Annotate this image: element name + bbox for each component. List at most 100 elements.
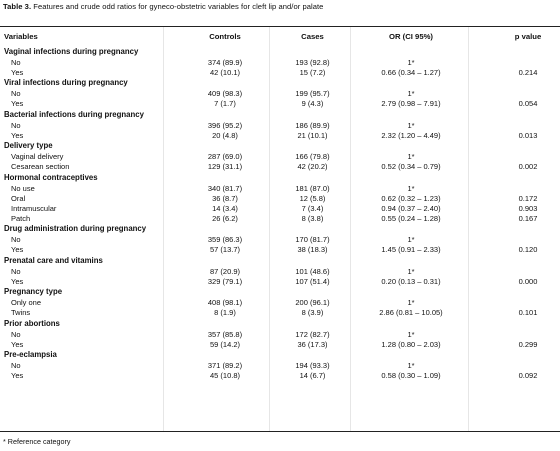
cases-cell: 101 (48.6) <box>295 266 330 276</box>
table-caption: Table 3. Features and crude odd ratios f… <box>3 2 323 11</box>
controls-cell: 129 (31.1) <box>207 162 243 171</box>
table-row: Patch 26 (6.2) 8 (3.8) 0.55 (0.24 – 1.28) 0.… <box>0 214 560 224</box>
group-header-row: Hormonal contraceptives <box>0 172 560 184</box>
controls-cell: 59 (14.2) <box>209 339 241 349</box>
cases-cell: 21 (10.1) <box>297 130 328 140</box>
cases-cell: 200 (96.1) <box>295 298 330 307</box>
caption-text: Features and crude odd ratios for gyneco… <box>31 2 324 11</box>
table-row: Twins 8 (1.9) 8 (3.9) 2.86 (0.81 – 10.05) 0.… <box>0 308 560 318</box>
p-value-cell <box>468 184 560 194</box>
row-label: Yes <box>11 276 24 286</box>
table-row: No 409 (98.3) 199 (95.7) 1* <box>0 89 560 99</box>
cases-cell: 193 (92.8) <box>295 57 330 67</box>
column-divider <box>163 27 164 431</box>
odds-ratio-cell: 1* <box>407 298 415 307</box>
column-divider <box>269 27 270 431</box>
p-value-cell: 0.214 <box>518 67 538 77</box>
controls-cell: 359 (86.3) <box>207 235 243 244</box>
p-value-cell: 0.120 <box>518 245 538 254</box>
p-value-cell: 0.903 <box>518 203 538 213</box>
p-value-cell: 0.002 <box>518 162 538 171</box>
row-label: Yes <box>11 67 24 77</box>
odds-ratio-cell: 1* <box>407 183 415 193</box>
table-row: Cesarean section 129 (31.1) 42 (20.2) 0.52 … <box>0 162 560 172</box>
odds-ratio-cell: 2.86 (0.81 – 10.05) <box>379 308 443 317</box>
cases-cell: 172 (82.7) <box>295 329 330 339</box>
group-title: Pre-eclampsia <box>4 350 57 360</box>
group-title: Bacterial infections during pregnancy <box>4 109 144 119</box>
p-value-cell: 0.172 <box>518 193 538 203</box>
row-label: Vaginal delivery <box>11 152 64 161</box>
odds-ratio-cell: 1* <box>407 329 415 339</box>
table-row: Yes 57 (13.7) 38 (18.3) 1.45 (0.91 – 2.33) 0… <box>0 245 560 255</box>
odds-ratio-cell: 0.66 (0.34 – 1.27) <box>381 67 441 77</box>
controls-cell: 42 (10.1) <box>209 67 241 77</box>
group-title: Delivery type <box>4 141 53 151</box>
table-row: Intramuscular 14 (3.4) 7 (3.4) 0.94 (0.37 –… <box>0 204 560 214</box>
controls-cell: 357 (85.8) <box>207 329 243 339</box>
cases-cell: 170 (81.7) <box>295 235 330 244</box>
p-value-cell <box>468 58 560 68</box>
row-label: No <box>11 120 21 130</box>
table-row: Yes 45 (10.8) 14 (6.7) 0.58 (0.30 – 1.09) 0.… <box>0 371 560 381</box>
column-divider <box>468 27 469 431</box>
column-header: Variables <box>4 31 38 41</box>
p-value-cell: 0.054 <box>518 99 538 108</box>
p-value-cell: 0.092 <box>518 371 538 380</box>
controls-cell: 20 (4.8) <box>212 130 238 140</box>
odds-ratio-cell: 0.94 (0.37 – 2.40) <box>381 203 441 213</box>
cases-cell: 186 (89.9) <box>295 120 330 130</box>
p-value-cell: 0.000 <box>518 276 538 286</box>
row-label: Yes <box>11 339 24 349</box>
table-row: No 87 (20.9) 101 (48.6) 1* <box>0 267 560 277</box>
p-value-cell <box>468 89 560 99</box>
group-header-row: Vaginal infections during pregnancy <box>0 46 560 58</box>
cases-cell: 42 (20.2) <box>297 162 328 171</box>
bottom-rule <box>0 431 560 432</box>
table-row: Yes 59 (14.2) 36 (17.3) 1.28 (0.80 – 2.03) 0… <box>0 340 560 350</box>
controls-cell: 36 (8.7) <box>212 193 238 203</box>
group-header-row: Pregnancy type <box>0 287 560 299</box>
p-value-cell <box>468 298 560 308</box>
group-title: Prior abortions <box>4 318 60 328</box>
p-value-cell <box>468 121 560 131</box>
cases-cell: 14 (6.7) <box>299 371 326 380</box>
group-title: Vaginal infections during pregnancy <box>4 46 139 56</box>
p-value-cell <box>468 361 560 371</box>
group-header-row: Prior abortions <box>0 318 560 330</box>
table-row: Vaginal delivery 287 (69.0) 166 (79.8) 1* <box>0 152 560 162</box>
table-header: Variables Controls Cases OR (CI 95%) p v… <box>0 27 560 46</box>
group-header-row: Viral infections during pregnancy <box>0 78 560 90</box>
table-row: Yes 329 (79.1) 107 (51.4) 0.20 (0.13 – 0.31… <box>0 277 560 287</box>
odds-ratio-cell: 2.32 (1.20 – 4.49) <box>381 130 441 140</box>
table-body: Vaginal infections during pregnancy No 374… <box>0 46 560 381</box>
p-value-cell: 0.101 <box>518 308 538 317</box>
table-row: Only one 408 (98.1) 200 (96.1) 1* <box>0 298 560 308</box>
cases-cell: 107 (51.4) <box>295 276 330 286</box>
p-value-cell <box>468 152 560 162</box>
row-label: No <box>11 266 21 276</box>
cases-cell: 8 (3.8) <box>301 213 324 223</box>
cases-cell: 194 (93.3) <box>295 361 330 370</box>
controls-cell: 374 (89.9) <box>207 57 243 67</box>
group-title: Hormonal contraceptives <box>4 172 98 182</box>
caption-label: Table 3. <box>3 2 32 11</box>
row-label: Oral <box>11 193 26 203</box>
row-label: Only one <box>11 298 42 307</box>
cases-cell: 15 (7.2) <box>299 67 326 77</box>
table-row: No 396 (95.2) 186 (89.9) 1* <box>0 121 560 131</box>
column-header: p value <box>514 31 542 41</box>
controls-cell: 340 (81.7) <box>207 183 243 193</box>
table-row: No 371 (89.2) 194 (93.3) 1* <box>0 361 560 371</box>
odds-ratio-cell: 0.62 (0.32 – 1.23) <box>381 193 441 203</box>
row-label: No <box>11 57 21 67</box>
row-label: Yes <box>11 371 24 380</box>
odds-ratio-cell: 2.79 (0.98 – 7.91) <box>381 99 441 108</box>
group-header-row: Drug administration during pregnancy <box>0 224 560 236</box>
odds-ratio-cell: 1.28 (0.80 – 2.03) <box>381 339 441 349</box>
controls-cell: 26 (6.2) <box>212 213 238 223</box>
cases-cell: 9 (4.3) <box>301 99 324 108</box>
group-header-row: Delivery type <box>0 141 560 153</box>
table-row: Yes 7 (1.7) 9 (4.3) 2.79 (0.98 – 7.91) 0.054 <box>0 99 560 109</box>
